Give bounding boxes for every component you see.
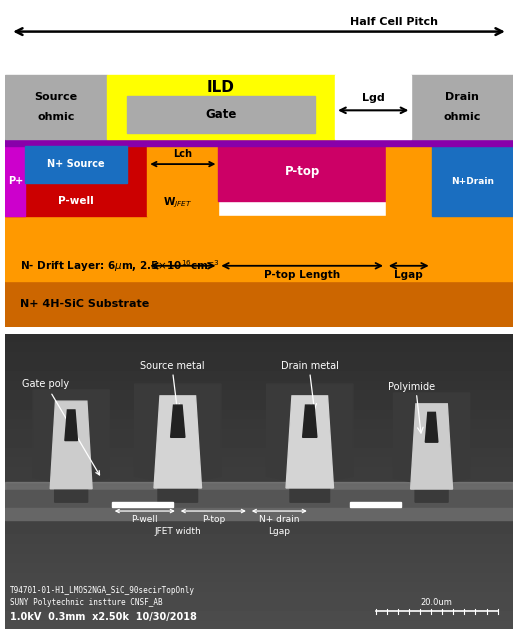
Bar <box>386 146 431 216</box>
Polygon shape <box>286 396 334 488</box>
Text: N+ 4H-SiC Substrate: N+ 4H-SiC Substrate <box>20 299 150 309</box>
Text: P-top Length: P-top Length <box>264 270 340 281</box>
Polygon shape <box>267 384 353 502</box>
Bar <box>335 74 411 139</box>
Text: JFET width: JFET width <box>154 527 201 536</box>
Bar <box>5 508 513 520</box>
Text: (a): (a) <box>247 338 271 353</box>
Text: P-top: P-top <box>202 516 225 525</box>
Bar <box>25 146 127 182</box>
Text: Source metal: Source metal <box>140 361 205 371</box>
Text: SUNY Polytechnic instture CNSF_AB: SUNY Polytechnic instture CNSF_AB <box>10 598 163 607</box>
Bar <box>5 146 25 216</box>
Text: 20.0um: 20.0um <box>421 598 453 607</box>
Polygon shape <box>33 390 109 502</box>
Polygon shape <box>50 401 92 489</box>
Text: P-well: P-well <box>132 516 158 525</box>
Bar <box>5 281 513 327</box>
Text: T94701-01-H1_LMOS2NGA_SiC_90secirTopOnly: T94701-01-H1_LMOS2NGA_SiC_90secirTopOnly <box>10 586 195 595</box>
Text: Lgap: Lgap <box>268 527 290 536</box>
Bar <box>350 502 401 507</box>
Text: Gate: Gate <box>205 108 237 121</box>
Text: ILD: ILD <box>207 80 235 95</box>
Bar <box>147 146 219 216</box>
Text: P-well: P-well <box>59 196 94 206</box>
Bar <box>5 216 513 281</box>
Text: Drain: Drain <box>445 92 479 102</box>
Polygon shape <box>411 404 453 489</box>
Text: Lgap: Lgap <box>394 270 423 281</box>
Text: P-top: P-top <box>284 165 320 178</box>
Text: N+ drain: N+ drain <box>259 516 299 525</box>
Polygon shape <box>65 410 78 440</box>
Text: N+ Source: N+ Source <box>48 159 105 169</box>
Text: ohmic: ohmic <box>443 112 481 122</box>
Text: Polyimide: Polyimide <box>388 382 435 392</box>
Polygon shape <box>170 405 185 437</box>
Text: ohmic: ohmic <box>37 112 75 122</box>
Text: Source: Source <box>34 92 78 102</box>
Text: Drain metal: Drain metal <box>281 361 339 371</box>
Text: 1.0kV  0.3mm  x2.50k  10/30/2018: 1.0kV 0.3mm x2.50k 10/30/2018 <box>10 612 197 622</box>
Bar <box>107 74 335 139</box>
Text: P+: P+ <box>8 176 23 186</box>
Bar <box>112 502 172 507</box>
Polygon shape <box>425 412 438 442</box>
Text: N+Drain: N+Drain <box>451 177 494 186</box>
Text: N- Drift Layer: 6$\mu$m, 2.5$\times$10$^{16}$cm$^{-3}$: N- Drift Layer: 6$\mu$m, 2.5$\times$10$^… <box>20 258 220 273</box>
Polygon shape <box>303 405 317 437</box>
Polygon shape <box>154 396 202 488</box>
Bar <box>5 146 147 216</box>
Bar <box>219 146 386 201</box>
Bar <box>5 139 513 146</box>
Bar <box>411 74 513 139</box>
Polygon shape <box>394 393 470 502</box>
Text: W$_{JFET}$: W$_{JFET}$ <box>163 196 193 211</box>
Bar <box>127 96 315 134</box>
Bar <box>431 146 513 216</box>
Bar <box>5 74 107 139</box>
Polygon shape <box>135 384 221 502</box>
Text: Half Cell Pitch: Half Cell Pitch <box>350 17 438 27</box>
Text: Gate poly: Gate poly <box>22 379 99 475</box>
Text: Lch: Lch <box>174 150 192 159</box>
Bar <box>5 482 513 511</box>
Text: Lgd: Lgd <box>362 92 384 103</box>
Bar <box>5 490 513 508</box>
